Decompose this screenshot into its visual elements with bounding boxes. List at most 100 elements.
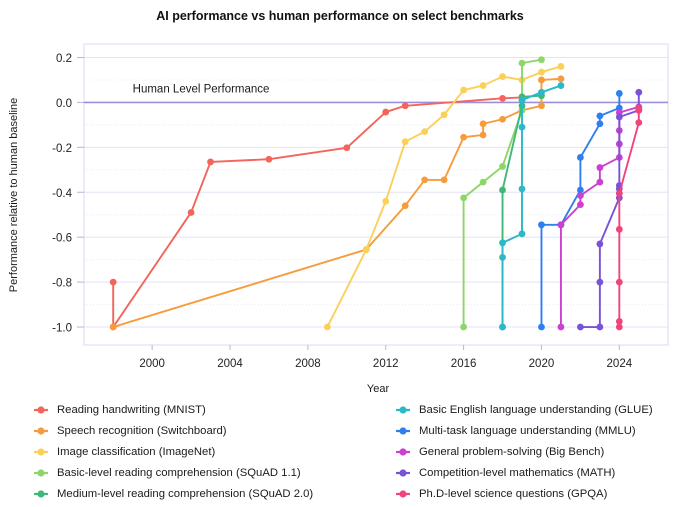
legend-item-label: Basic-level reading comprehension (SQuAD…: [57, 467, 301, 479]
data-point-marker: [382, 197, 390, 205]
data-point-marker: [577, 323, 584, 331]
data-point-marker: [596, 323, 604, 331]
legend-swatch-marker: [37, 406, 45, 414]
legend-item[interactable]: Basic English language understanding (GL…: [396, 404, 653, 416]
legend-item-label: Reading handwriting (MNIST): [57, 404, 206, 416]
legend-swatch-marker: [399, 469, 407, 477]
data-series-layer: [109, 56, 643, 331]
legend-item-label: Competition-level mathematics (MATH): [419, 467, 616, 479]
data-point-marker: [577, 186, 584, 194]
series-line: [618, 107, 640, 328]
legend-item[interactable]: Speech recognition (Switchboard): [34, 425, 227, 437]
legend-item[interactable]: Basic-level reading comprehension (SQuAD…: [34, 467, 301, 479]
y-tick-label: 0.2: [56, 53, 72, 65]
legend-item[interactable]: Multi-task language understanding (MMLU): [396, 425, 636, 437]
series-line: [112, 96, 523, 328]
series-line: [112, 77, 562, 328]
y-tick-label: -0.4: [52, 188, 72, 200]
data-point-marker: [187, 209, 195, 216]
data-point-marker: [538, 323, 545, 331]
y-tick-label: -1.0: [52, 323, 72, 335]
legend-swatch-marker: [399, 427, 407, 435]
data-point-marker: [557, 221, 565, 229]
x-tick-label: 2020: [529, 358, 555, 370]
data-point-marker: [460, 323, 467, 331]
data-point-marker: [499, 186, 506, 194]
legend-item-label: General problem-solving (Big Bench): [419, 446, 604, 458]
legend-item[interactable]: Reading handwriting (MNIST): [34, 404, 206, 416]
data-point-marker: [518, 96, 526, 104]
legend-item[interactable]: General problem-solving (Big Bench): [396, 446, 604, 458]
data-point-marker: [362, 246, 370, 253]
data-point-marker: [343, 144, 351, 152]
data-point-marker: [109, 323, 117, 331]
data-point-marker: [401, 102, 409, 110]
y-tick-label: -0.8: [52, 278, 72, 290]
data-point-marker: [421, 176, 429, 184]
legend-item-label: Medium-level reading comprehension (SQuA…: [57, 488, 313, 500]
data-point-marker: [596, 240, 604, 248]
data-point-marker: [109, 278, 117, 286]
chart-legend: Reading handwriting (MNIST) Speech recogn…: [34, 404, 653, 500]
data-point-marker: [440, 176, 448, 184]
legend-item-label: Multi-task language understanding (MMLU): [419, 425, 636, 437]
legend-swatch-marker: [37, 427, 45, 435]
series-line: [501, 84, 562, 328]
data-point-marker: [596, 164, 604, 171]
legend-swatch-marker: [399, 448, 407, 456]
data-point-marker: [440, 111, 448, 119]
data-point-marker: [577, 154, 584, 161]
legend-swatch-marker: [399, 406, 407, 414]
x-tick-label: 2016: [451, 358, 477, 370]
series-line: [579, 91, 640, 328]
data-point-marker: [518, 230, 526, 238]
legend-item[interactable]: Medium-level reading comprehension (SQuA…: [34, 488, 313, 500]
x-tick-label: 2024: [607, 358, 633, 370]
y-axis-ticks: 0.2 0.0 -0.2 -0.4 -0.6 -0.8 -1.0: [52, 53, 84, 335]
series-line: [540, 92, 621, 328]
data-point-marker: [615, 113, 623, 121]
data-series: [323, 63, 565, 331]
x-axis-ticks: 2000 2004 2008 2012 2016 2020 2024: [139, 345, 633, 370]
data-point-marker: [207, 158, 214, 166]
data-point-marker: [615, 189, 623, 197]
data-point-marker: [479, 178, 487, 186]
data-point-marker: [518, 123, 526, 131]
data-point-marker: [615, 278, 623, 286]
data-point-marker: [596, 120, 604, 128]
data-point-marker: [460, 86, 467, 94]
data-series: [615, 104, 643, 331]
data-point-marker: [499, 73, 506, 80]
data-point-marker: [557, 63, 565, 70]
data-point-marker: [538, 88, 545, 96]
x-tick-label: 2008: [295, 358, 321, 370]
legend-column: Reading handwriting (MNIST) Speech recogn…: [34, 404, 313, 500]
data-point-marker: [635, 119, 643, 127]
series-line: [326, 65, 562, 328]
data-point-marker: [557, 82, 565, 89]
data-point-marker: [538, 102, 545, 110]
y-tick-label: -0.6: [52, 233, 72, 245]
x-axis-label: Year: [367, 383, 390, 395]
data-point-marker: [401, 202, 409, 210]
legend-swatch-marker: [399, 490, 407, 498]
data-series: [109, 75, 565, 331]
legend-item-label: Ph.D-level science questions (GPQA): [419, 488, 608, 500]
data-point-marker: [460, 133, 467, 141]
x-tick-label: 2004: [217, 358, 243, 370]
data-point-marker: [538, 68, 545, 76]
legend-item-label: Speech recognition (Switchboard): [57, 425, 227, 437]
data-point-marker: [421, 128, 429, 136]
data-point-marker: [538, 56, 545, 64]
legend-swatch-marker: [37, 469, 45, 477]
data-point-marker: [499, 323, 506, 331]
data-point-marker: [499, 163, 506, 170]
chart-annotations: Human Level Performance: [133, 83, 270, 95]
legend-item[interactable]: Ph.D-level science questions (GPQA): [396, 488, 608, 500]
legend-item[interactable]: Competition-level mathematics (MATH): [396, 467, 616, 479]
legend-item-label: Image classification (ImageNet): [57, 446, 215, 458]
legend-item[interactable]: Image classification (ImageNet): [34, 446, 215, 458]
legend-column: Basic English language understanding (GL…: [396, 404, 653, 500]
data-point-marker: [518, 59, 526, 67]
